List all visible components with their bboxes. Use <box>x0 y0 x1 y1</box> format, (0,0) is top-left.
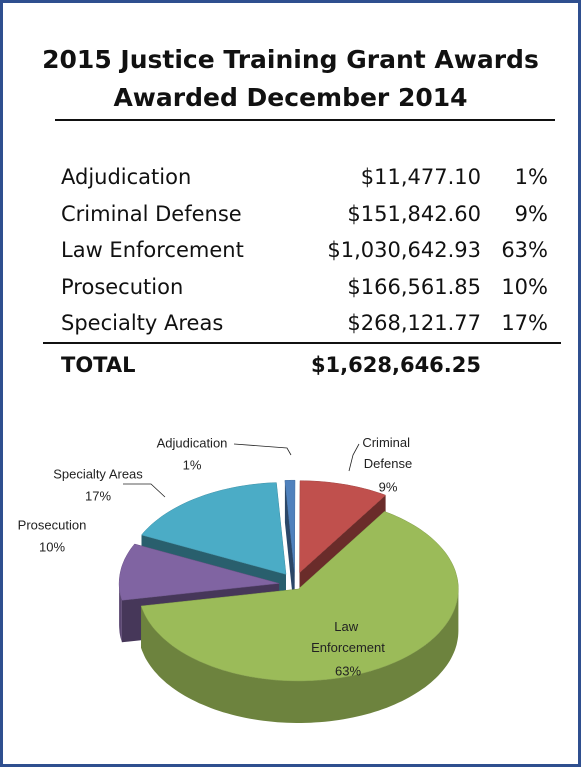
label-line: Law <box>334 619 361 634</box>
title-rule <box>55 119 555 121</box>
row-amount: $11,477.10 <box>360 165 481 189</box>
slice-top <box>118 543 280 601</box>
label-line: Defense <box>364 456 412 471</box>
row-percent: 1% <box>514 165 548 189</box>
row-label: Law Enforcement <box>61 238 244 262</box>
row-percent: 9% <box>514 201 548 226</box>
slice-value: 9% <box>379 479 398 494</box>
leader-line <box>123 483 166 498</box>
slice <box>284 479 296 615</box>
slice-top <box>141 482 287 575</box>
slice-top <box>140 511 459 682</box>
label-line: Enforcement <box>311 640 385 655</box>
row-label: Criminal Defense <box>61 201 242 226</box>
slice-label: Law Enforcement <box>311 619 385 655</box>
slice-top <box>284 479 296 573</box>
slice-value: 17% <box>85 488 111 503</box>
row-amount: $268,121.77 <box>347 311 481 335</box>
row-label: Adjudication <box>61 165 192 189</box>
slice-label: Specialty Areas <box>53 466 143 481</box>
row-amount: $151,842.60 <box>347 201 481 226</box>
leader-line <box>233 443 292 456</box>
slice-value: 63% <box>335 663 361 678</box>
slice-top <box>299 480 387 574</box>
row-percent: 10% <box>501 274 548 299</box>
row-percent: 63% <box>501 238 548 262</box>
label-line: Criminal <box>362 435 413 450</box>
slice-label: Prosecution <box>18 517 87 532</box>
slice-wall <box>284 480 295 615</box>
total-rule <box>43 342 561 344</box>
row-percent: 17% <box>501 311 548 335</box>
slice-value: 1% <box>183 457 202 472</box>
row-amount: $1,030,642.93 <box>327 238 481 262</box>
total-label: TOTAL <box>61 353 136 377</box>
row-label: Prosecution <box>61 274 184 299</box>
slice <box>140 511 459 723</box>
slice-side <box>141 589 459 723</box>
total-amount: $1,628,646.25 <box>310 353 481 377</box>
leader-line <box>348 443 360 472</box>
row-label: Specialty Areas <box>61 311 224 335</box>
title-line: 2015 Justice Training Grant Awards <box>42 45 539 74</box>
title-line: Awarded December 2014 <box>113 83 468 112</box>
pie-chart: Adjudication 1% Criminal Defense 9% Law Enfo… <box>18 435 459 723</box>
slice-label: Criminal Defense <box>362 435 413 471</box>
slice-value: 10% <box>39 539 65 554</box>
slice-label: Adjudication <box>157 435 228 450</box>
row-amount: $166,561.85 <box>347 274 481 299</box>
